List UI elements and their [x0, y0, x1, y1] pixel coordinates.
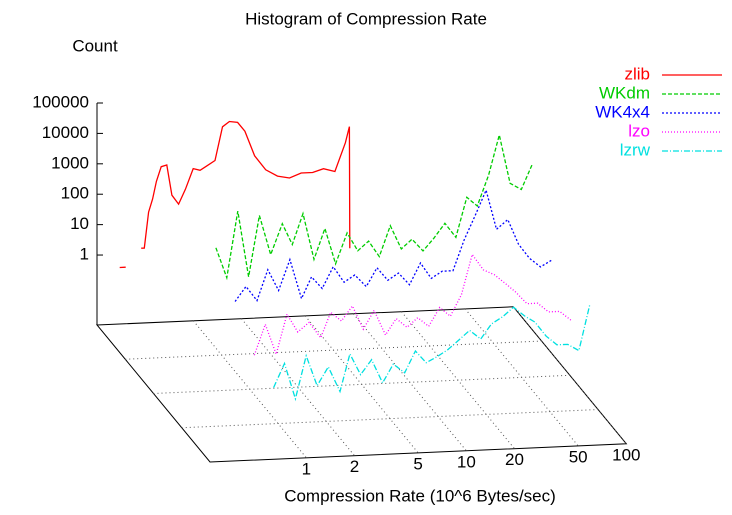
- series-line: [215, 134, 533, 281]
- z-axis-title: Count: [72, 36, 118, 55]
- x-tick-label: 50: [569, 447, 588, 466]
- grid-line: [464, 308, 579, 447]
- series-line: [234, 188, 552, 302]
- z-tick-label: 10: [70, 214, 89, 233]
- grid-line: [241, 318, 355, 456]
- series-line: [141, 120, 351, 249]
- x-tick-label: 100: [612, 445, 640, 464]
- legend-label: WKdm: [599, 83, 650, 102]
- x-tick-label: 1: [302, 459, 311, 478]
- series-line: [273, 303, 591, 402]
- x-tick-label: 10: [457, 452, 476, 471]
- x-tick-label: 20: [505, 450, 524, 469]
- z-tick-label: 1000: [51, 153, 89, 172]
- z-tick-label: 1: [80, 245, 89, 264]
- floor-grid-line: [181, 409, 599, 429]
- grid-line: [352, 313, 467, 452]
- grid-line: [401, 311, 515, 449]
- grid-line: [304, 315, 419, 454]
- z-tick-label: 10000: [42, 123, 89, 142]
- z-tick-label: 100: [61, 184, 89, 203]
- x-axis-title: Compression Rate (10^6 Bytes/sec): [284, 486, 556, 505]
- x-tick-label: 2: [350, 457, 359, 476]
- series-line: [253, 253, 572, 357]
- x-tick-label: 5: [413, 454, 422, 473]
- legend-label: WK4x4: [595, 102, 650, 121]
- z-tick-label: 100000: [32, 92, 89, 111]
- legend-label: zlib: [624, 64, 650, 83]
- grid-line: [512, 306, 627, 445]
- grid-line: [192, 320, 307, 459]
- legend-label: lzo: [628, 121, 650, 140]
- chart-title: Histogram of Compression Rate: [245, 9, 487, 28]
- legend-label: lzrw: [620, 140, 651, 159]
